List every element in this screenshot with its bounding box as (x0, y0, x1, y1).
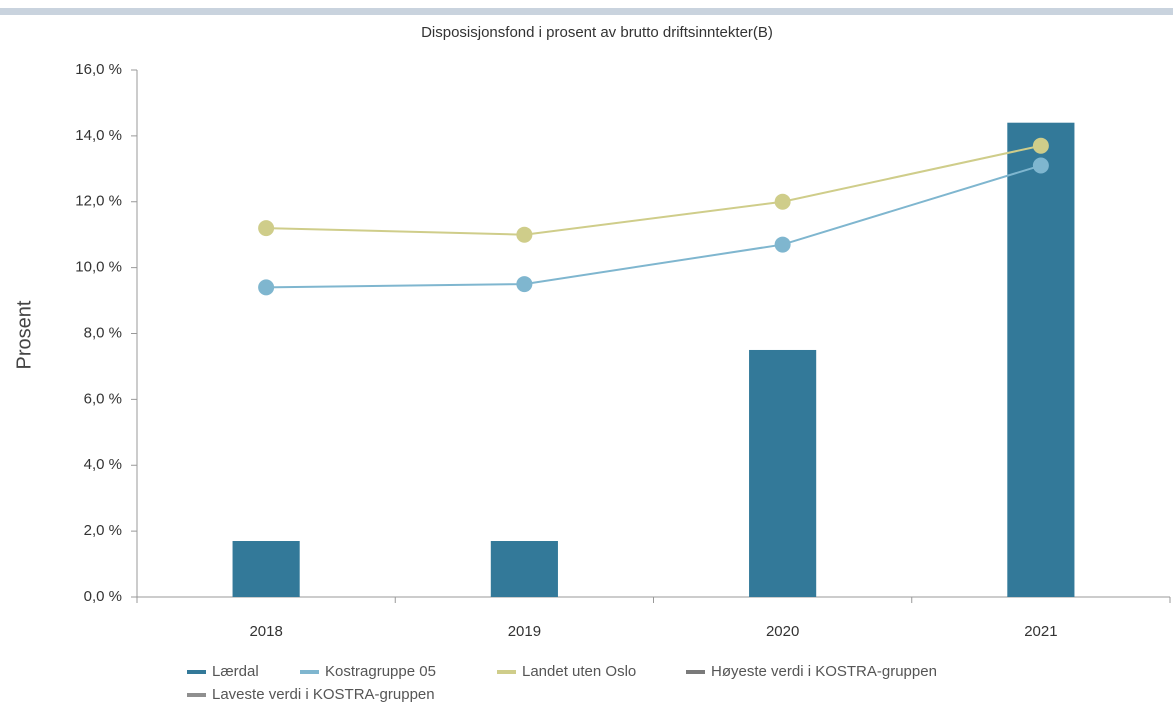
x-tick-label: 2021 (1024, 623, 1057, 640)
x-tick-label: 2018 (249, 623, 282, 640)
legend-label: Kostragruppe 05 (325, 663, 436, 680)
point (1032, 137, 1049, 154)
point (1032, 157, 1049, 174)
y-tick-label: 0,0 % (84, 588, 122, 605)
x-tick-label: 2020 (766, 623, 799, 640)
point (258, 279, 275, 296)
y-tick-label: 10,0 % (75, 259, 122, 276)
legend-label: Landet uten Oslo (522, 663, 636, 680)
y-tick-label: 14,0 % (75, 127, 122, 144)
y-tick-label: 6,0 % (84, 390, 122, 407)
y-tick-label: 4,0 % (84, 456, 122, 473)
point (258, 220, 275, 237)
y-axis-label: Prosent (13, 300, 35, 369)
line (266, 164, 1042, 289)
y-tick-label: 12,0 % (75, 193, 122, 210)
y-tick-label: 8,0 % (84, 324, 122, 341)
top-strip (0, 8, 1173, 15)
bar (232, 541, 300, 597)
bar (749, 349, 817, 597)
point (516, 226, 533, 243)
legend: Lærdal Kostragruppe 05 Landet uten Oslo Høy… (187, 663, 937, 703)
point (774, 193, 791, 210)
y-tick-label: 16,0 % (75, 61, 122, 78)
legend-label: Lærdal (212, 663, 259, 680)
point (516, 276, 533, 293)
point (774, 236, 791, 253)
bar (1007, 122, 1075, 597)
chart-title: Disposisjonsfond i prosent av brutto dri… (421, 24, 773, 41)
bar (490, 541, 558, 597)
line (266, 144, 1042, 236)
legend-label: Høyeste verdi i KOSTRA-gruppen (711, 663, 937, 680)
x-tick-label: 2019 (508, 623, 541, 640)
legend-label: Laveste verdi i KOSTRA-gruppen (212, 686, 435, 703)
y-tick-label: 2,0 % (84, 522, 122, 539)
